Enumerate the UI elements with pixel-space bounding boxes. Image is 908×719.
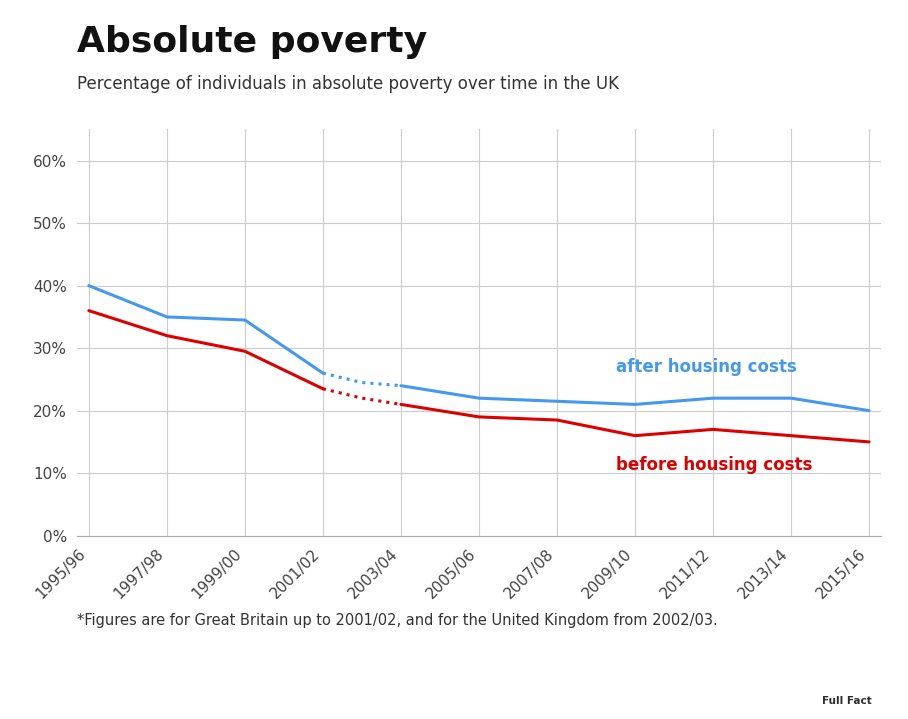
Polygon shape bbox=[813, 659, 885, 714]
Text: DWP, Households Below Average Income 2015/16, Table 3a: DWP, Households Below Average Income 201… bbox=[69, 679, 530, 694]
Text: Percentage of individuals in absolute poverty over time in the UK: Percentage of individuals in absolute po… bbox=[77, 75, 619, 93]
Text: *Figures are for Great Britain up to 2001/02, and for the United Kingdom from 20: *Figures are for Great Britain up to 200… bbox=[77, 613, 718, 628]
Text: Source:: Source: bbox=[16, 679, 82, 694]
Text: before housing costs: before housing costs bbox=[616, 457, 812, 475]
Text: Full Fact: Full Fact bbox=[823, 696, 872, 706]
Text: Absolute poverty: Absolute poverty bbox=[77, 25, 428, 59]
Text: after housing costs: after housing costs bbox=[616, 358, 796, 376]
